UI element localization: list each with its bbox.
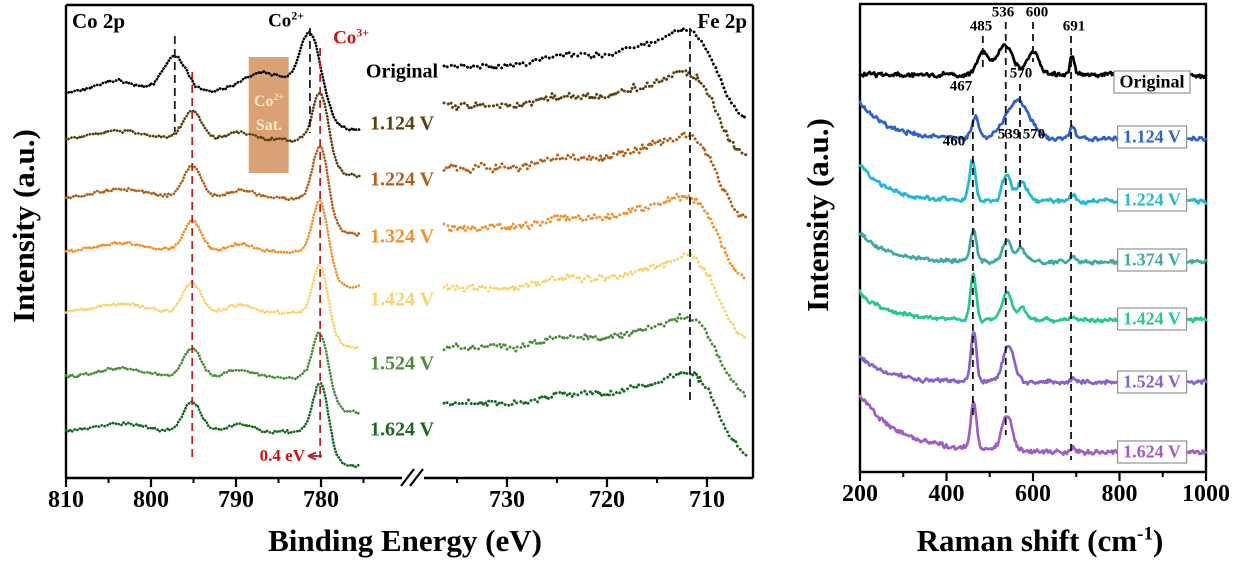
xps-fe-curve-1.324 V <box>442 192 748 282</box>
xps-curve-label-1.324 V: 1.324 V <box>369 225 435 248</box>
axis-break-slash-2 <box>409 468 424 487</box>
xps-curve-label-1.624 V: 1.624 V <box>369 418 435 441</box>
raman-tick-label-1000: 1000 <box>1182 481 1230 507</box>
xps-curve-label-1.224 V: 1.224 V <box>369 168 435 191</box>
raman-peak-label-536-1: 536 <box>991 4 1015 21</box>
xps-fe-curve-1.524 V <box>442 312 748 398</box>
shift-arrow-head <box>307 451 317 461</box>
raman-peak-label-691-3: 691 <box>1062 18 1086 35</box>
xps-curve-label-1.524 V: 1.524 V <box>369 352 435 375</box>
xps-co-curve-1.324 V <box>64 199 362 290</box>
xps-tick-label-720: 720 <box>589 487 625 513</box>
raman-curve-label-1.124 V: 1.124 V <box>1117 125 1187 149</box>
raman-curve-label-Original: Original <box>1113 70 1191 94</box>
xps-co-curve-Original <box>64 30 362 132</box>
raman-curve-label-1.374 V: 1.374 V <box>1117 248 1187 272</box>
xps-panel-label-co2p: Co 2p <box>72 9 126 33</box>
xps-fe-curve-1.224 V <box>442 130 748 219</box>
raman-x-axis-title: Raman shift (cm-1) <box>916 523 1164 558</box>
raman-tick-label-200: 200 <box>842 481 878 507</box>
raman-curve-label-1.424 V: 1.424 V <box>1117 307 1187 331</box>
co2-satellite-label: Co2+ Sat. <box>253 91 285 135</box>
xps-tick-label-800: 800 <box>133 487 169 513</box>
raman-curve-label-1.524 V: 1.524 V <box>1117 370 1187 394</box>
shift-annotation: 0.4 eV <box>259 446 305 465</box>
xps-co-curve-1.424 V <box>64 263 362 351</box>
raman-peak-label-539-7: 539 <box>997 126 1021 143</box>
xps-panel-label-fe2p: Fe 2p <box>697 9 747 33</box>
co2plus-annotation: Co2+ <box>268 9 304 32</box>
xps-tick-label-790: 790 <box>218 487 254 513</box>
raman-curve-label-1.224 V: 1.224 V <box>1117 188 1187 212</box>
raman-peak-label-570-8: 570 <box>1022 126 1046 143</box>
axis-break-slash-1 <box>400 468 415 487</box>
xps-tick-label-780: 780 <box>303 487 339 513</box>
xps-tick-label-730: 730 <box>489 487 525 513</box>
xps-co-curve-1.124 V <box>64 91 362 179</box>
xps-tick-label-810: 810 <box>48 487 84 513</box>
raman-y-axis-title: Intensity (a.u.) <box>800 118 835 312</box>
xps-curve-label-Original: Original <box>365 60 439 83</box>
xps-fe-curve-Original <box>442 26 748 122</box>
xps-co-curve-1.524 V <box>64 330 362 416</box>
raman-curve-label-1.624 V: 1.624 V <box>1117 440 1187 464</box>
xps-fe-curve-1.124 V <box>442 68 748 157</box>
raman-tick-label-800: 800 <box>1101 481 1138 507</box>
xps-y-axis-title: Intensity (a.u.) <box>6 129 41 323</box>
xps-co-curve-1.624 V <box>64 382 362 469</box>
xps-curve-label-1.124 V: 1.124 V <box>369 112 435 135</box>
raman-tick-label-600: 600 <box>1015 481 1051 507</box>
xps-x-axis-title: Binding Energy (eV) <box>268 523 542 558</box>
xps-curve-label-1.424 V: 1.424 V <box>369 288 435 311</box>
raman-tick-label-400: 400 <box>928 481 965 507</box>
raman-peak-label-485-0: 485 <box>969 18 993 35</box>
xps-co-curve-1.224 V <box>64 144 362 238</box>
raman-peak-label-460-6: 460 <box>942 133 966 150</box>
xps-fe-curve-1.424 V <box>442 251 748 340</box>
raman-peak-label-600-2: 600 <box>1025 4 1049 21</box>
xps-fe-curve-1.624 V <box>442 370 748 457</box>
co3plus-annotation: Co3+ <box>333 26 369 49</box>
xps-tick-label-710: 710 <box>689 487 725 513</box>
raman-peak-label-467-5: 467 <box>949 78 973 95</box>
raman-peak-label-570-4: 570 <box>1009 65 1033 82</box>
